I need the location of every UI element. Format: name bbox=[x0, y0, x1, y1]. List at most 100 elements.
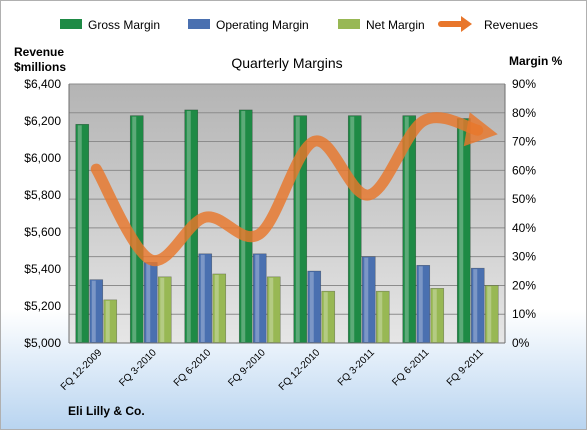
legend: Gross Margin Operating Margin Net Margin… bbox=[60, 16, 538, 32]
legend-label-revenues: Revenues bbox=[484, 18, 538, 32]
bar-body bbox=[212, 273, 227, 344]
left-axis-tick-label: $5,800 bbox=[24, 188, 61, 202]
bar-highlight bbox=[255, 254, 260, 342]
bar-gross-margin bbox=[238, 109, 253, 344]
bar-highlight bbox=[241, 110, 246, 343]
right-axis-tick-label: 50% bbox=[512, 192, 536, 206]
bar-net-margin bbox=[375, 290, 390, 344]
bar-net-margin bbox=[212, 273, 227, 344]
bar-highlight bbox=[77, 125, 82, 343]
right-axis-label: Margin % bbox=[509, 54, 563, 68]
bar-highlight bbox=[91, 280, 96, 342]
right-axis-tick-label: 80% bbox=[512, 106, 536, 120]
bar-highlight bbox=[323, 292, 328, 342]
bar-gross-margin bbox=[347, 115, 362, 344]
bar-body bbox=[430, 288, 445, 344]
bar-body bbox=[321, 290, 336, 344]
right-axis-tick-label: 70% bbox=[512, 135, 536, 149]
bar-operating-margin bbox=[252, 253, 267, 344]
bar-highlight bbox=[432, 289, 437, 342]
bar-operating-margin bbox=[198, 253, 213, 344]
legend-swatch-operating-margin bbox=[188, 19, 210, 29]
bar-highlight bbox=[487, 286, 492, 342]
left-axis-tick-label: $6,000 bbox=[24, 151, 61, 165]
bar-gross-margin bbox=[75, 123, 90, 344]
bar-gross-margin bbox=[456, 118, 471, 344]
bar-highlight bbox=[350, 116, 355, 343]
bar-highlight bbox=[473, 269, 478, 342]
bar-operating-margin bbox=[143, 262, 158, 344]
bar-operating-margin bbox=[416, 264, 431, 344]
bar-highlight bbox=[269, 277, 274, 342]
bar-body bbox=[143, 262, 158, 344]
legend-swatch-revenues bbox=[438, 16, 472, 32]
right-axis-tick-label: 10% bbox=[512, 307, 536, 321]
bar-highlight bbox=[295, 116, 300, 343]
bar-body bbox=[484, 285, 499, 344]
left-axis-label-line2: $millions bbox=[14, 60, 66, 74]
bar-operating-margin bbox=[89, 279, 104, 344]
left-axis-tick-label: $5,200 bbox=[24, 299, 61, 313]
bar-body bbox=[198, 253, 213, 344]
bar-body bbox=[103, 299, 118, 344]
right-axis-tick-label: 30% bbox=[512, 250, 536, 264]
right-axis-tick-label: 20% bbox=[512, 278, 536, 292]
bar-highlight bbox=[459, 119, 464, 343]
bar-body bbox=[416, 264, 431, 344]
company-label: Eli Lilly & Co. bbox=[68, 404, 145, 418]
bar-highlight bbox=[418, 266, 423, 342]
bar-highlight bbox=[214, 274, 219, 342]
bar-body bbox=[456, 118, 471, 344]
legend-label-operating-margin: Operating Margin bbox=[216, 18, 309, 32]
left-axis-tick-label: $5,400 bbox=[24, 262, 61, 276]
bar-operating-margin bbox=[307, 270, 322, 344]
bar-net-margin bbox=[157, 276, 172, 344]
legend-swatch-net-margin bbox=[338, 19, 360, 29]
right-axis-tick-label: 60% bbox=[512, 163, 536, 177]
right-axis-tick-label: 90% bbox=[512, 77, 536, 91]
bar-highlight bbox=[132, 116, 137, 343]
revenue-line-arrowhead bbox=[463, 112, 498, 147]
bar-net-margin bbox=[103, 299, 118, 344]
bar-body bbox=[361, 256, 376, 344]
bar-net-margin bbox=[430, 288, 445, 344]
revenue-line-layer bbox=[90, 112, 498, 267]
bar-operating-margin bbox=[470, 267, 485, 344]
bar-body bbox=[75, 123, 90, 344]
chart-title: Quarterly Margins bbox=[231, 55, 342, 71]
bar-highlight bbox=[378, 292, 383, 342]
bar-highlight bbox=[146, 263, 151, 342]
left-axis-tick-label: $5,600 bbox=[24, 225, 61, 239]
legend-swatch-gross-margin bbox=[60, 19, 82, 29]
left-axis-tick-label: $5,000 bbox=[24, 336, 61, 350]
bar-highlight bbox=[309, 272, 314, 342]
bar-highlight bbox=[105, 300, 110, 342]
bar-series bbox=[75, 109, 499, 344]
bar-body bbox=[470, 267, 485, 344]
bar-highlight bbox=[200, 254, 205, 342]
legend-label-gross-margin: Gross Margin bbox=[88, 18, 160, 32]
bar-highlight bbox=[160, 277, 165, 342]
bar-highlight bbox=[404, 116, 409, 343]
right-axis-tick-label: 40% bbox=[512, 221, 536, 235]
bar-body bbox=[347, 115, 362, 344]
bar-body bbox=[307, 270, 322, 344]
bar-body bbox=[252, 253, 267, 344]
left-axis-label-line1: Revenue bbox=[14, 45, 64, 59]
left-axis-tick-label: $6,400 bbox=[24, 77, 61, 91]
bar-body bbox=[375, 290, 390, 344]
bar-body bbox=[157, 276, 172, 344]
revenue-line bbox=[90, 112, 484, 267]
bar-net-margin bbox=[321, 290, 336, 344]
right-axis-tick-label: 0% bbox=[512, 336, 530, 350]
bar-body bbox=[238, 109, 253, 344]
bar-highlight bbox=[364, 257, 369, 342]
legend-label-net-margin: Net Margin bbox=[366, 18, 425, 32]
bar-net-margin bbox=[484, 285, 499, 344]
bar-body bbox=[266, 276, 281, 344]
left-axis-tick-label: $6,200 bbox=[24, 114, 61, 128]
bar-operating-margin bbox=[361, 256, 376, 344]
bar-net-margin bbox=[266, 276, 281, 344]
